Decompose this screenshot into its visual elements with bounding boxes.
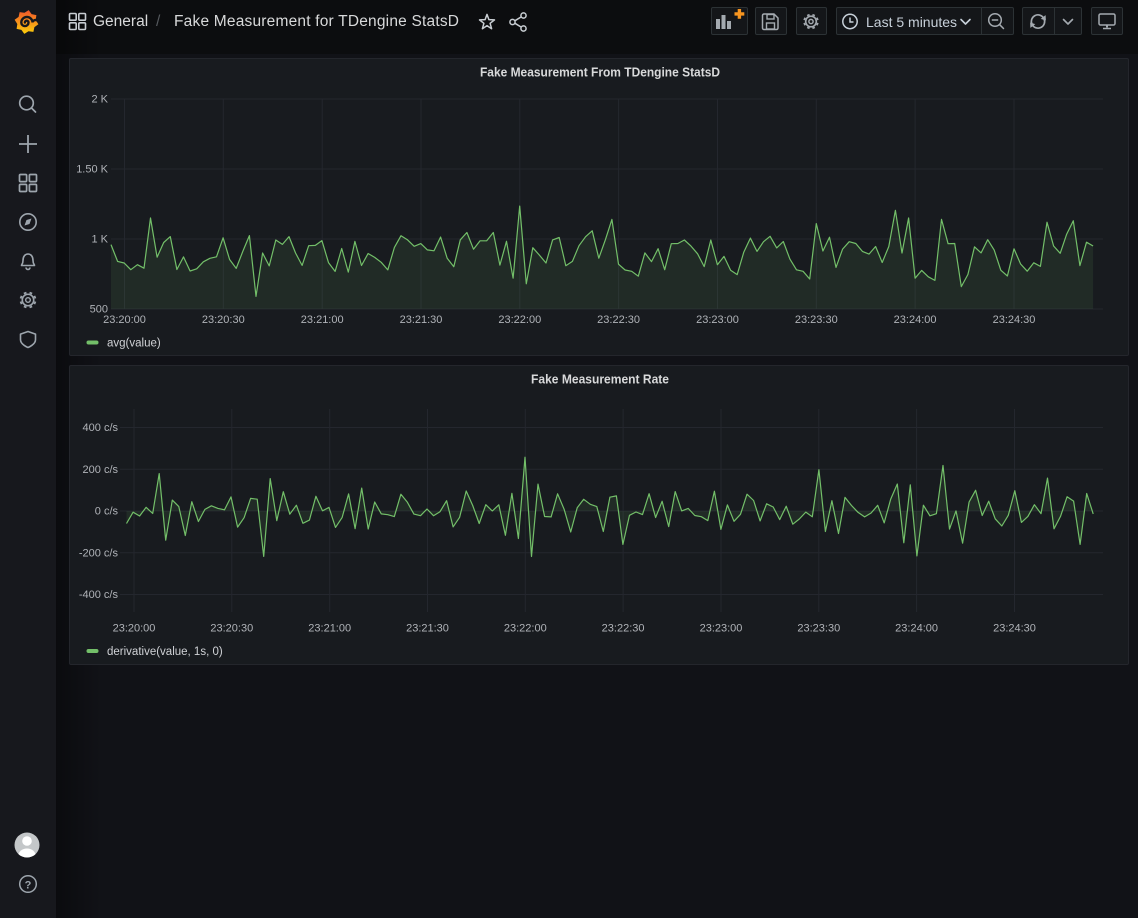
svg-text:derivative(value, 1s, 0): derivative(value, 1s, 0)	[107, 646, 223, 658]
svg-text:?: ?	[25, 880, 32, 892]
svg-text:0 c/s: 0 c/s	[95, 506, 119, 518]
svg-text:2 K: 2 K	[91, 94, 108, 106]
svg-text:23:24:00: 23:24:00	[894, 314, 937, 326]
svg-text:23:24:30: 23:24:30	[993, 623, 1036, 635]
svg-text:500: 500	[90, 304, 108, 316]
svg-text:-400 c/s: -400 c/s	[79, 589, 119, 601]
svg-text:23:24:30: 23:24:30	[993, 314, 1036, 326]
svg-text:23:20:30: 23:20:30	[210, 623, 253, 635]
svg-text:400 c/s: 400 c/s	[83, 422, 119, 434]
svg-text:200 c/s: 200 c/s	[83, 464, 119, 476]
svg-text:1.50 K: 1.50 K	[76, 164, 108, 176]
svg-text:1 K: 1 K	[91, 234, 108, 246]
svg-text:Fake Measurement From TDengine: Fake Measurement From TDengine StatsD	[480, 65, 720, 80]
svg-text:23:22:30: 23:22:30	[602, 623, 645, 635]
svg-text:23:22:00: 23:22:00	[504, 623, 547, 635]
svg-text:23:20:00: 23:20:00	[113, 623, 156, 635]
svg-text:23:21:00: 23:21:00	[308, 623, 351, 635]
svg-text:23:24:00: 23:24:00	[895, 623, 938, 635]
svg-text:23:21:30: 23:21:30	[400, 314, 443, 326]
svg-text:23:21:30: 23:21:30	[406, 623, 449, 635]
svg-text:23:20:30: 23:20:30	[202, 314, 245, 326]
svg-text:23:21:00: 23:21:00	[301, 314, 344, 326]
svg-text:23:23:30: 23:23:30	[795, 314, 838, 326]
svg-text:Fake Measurement Rate: Fake Measurement Rate	[531, 372, 669, 387]
svg-text:23:20:00: 23:20:00	[103, 314, 146, 326]
svg-text:23:22:00: 23:22:00	[498, 314, 541, 326]
svg-text:-200 c/s: -200 c/s	[79, 547, 119, 559]
svg-text:23:23:00: 23:23:00	[696, 314, 739, 326]
svg-text:avg(value): avg(value)	[107, 338, 161, 350]
svg-text:23:23:30: 23:23:30	[797, 623, 840, 635]
svg-text:23:22:30: 23:22:30	[597, 314, 640, 326]
svg-text:23:23:00: 23:23:00	[700, 623, 743, 635]
